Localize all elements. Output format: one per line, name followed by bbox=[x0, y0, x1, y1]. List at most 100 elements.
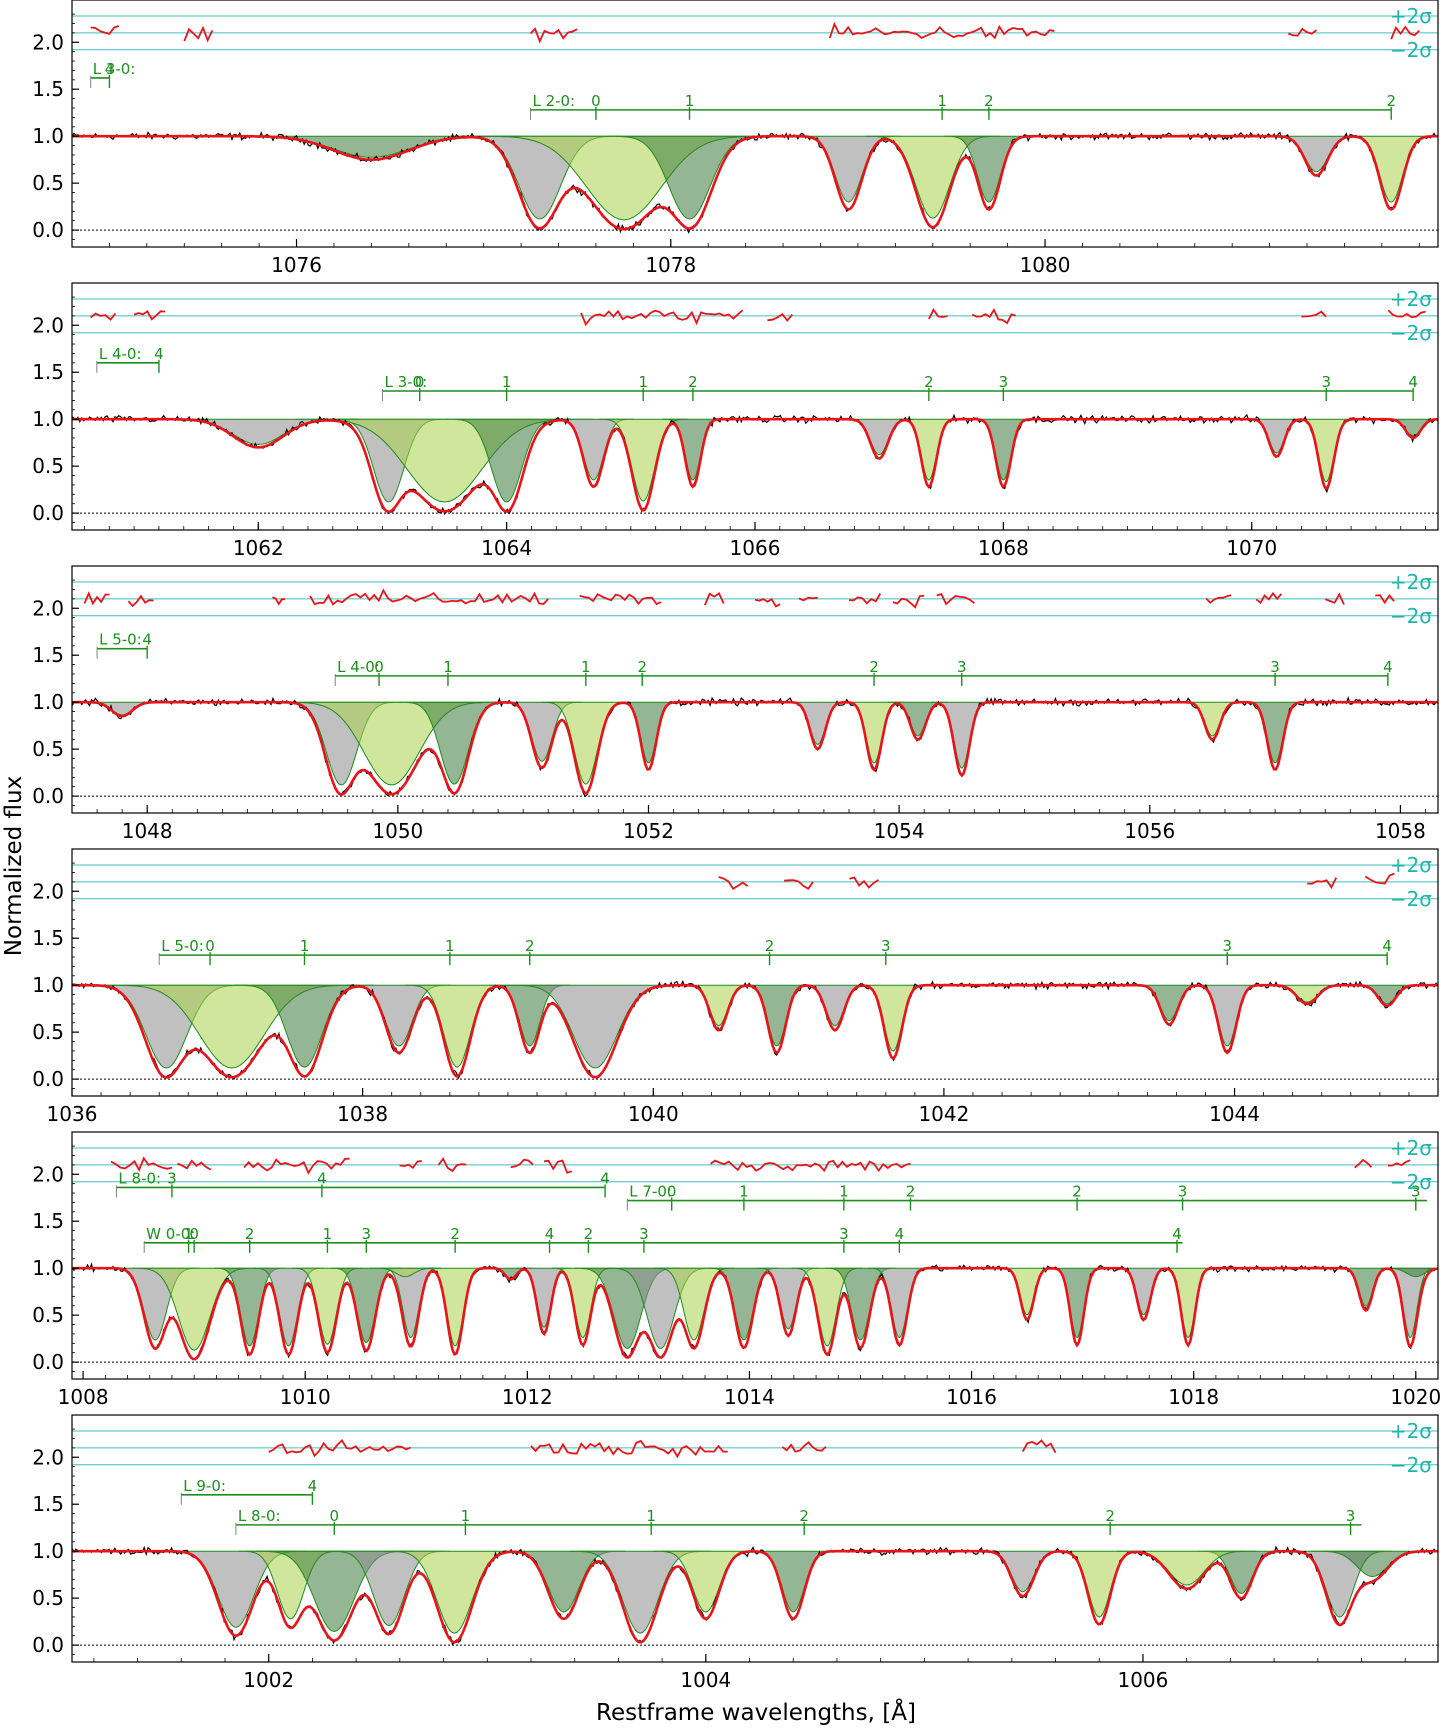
transition-level-label: 2 bbox=[906, 1183, 916, 1201]
y-tick-label: 1.0 bbox=[32, 1539, 64, 1563]
y-tick-label: 2.0 bbox=[32, 1445, 64, 1469]
residual-segment bbox=[1387, 1159, 1411, 1167]
residual-segment bbox=[1390, 25, 1420, 40]
residual-segment bbox=[1364, 872, 1395, 885]
component-profile bbox=[447, 418, 567, 503]
x-tick-label: 1002 bbox=[243, 1668, 294, 1692]
residual-segment bbox=[1375, 593, 1395, 605]
transition-level-label: 1 bbox=[685, 92, 695, 110]
spectrum-panel-2: L 4-0: 4 L 3-0:0 1 1 2 2 3 3 4 +2σ −2σ 0.0 0.5 1.0 1.5 2… bbox=[32, 282, 1439, 560]
x-tick-label: 1066 bbox=[730, 536, 781, 560]
residual-segment bbox=[798, 596, 818, 602]
sigma-plus-label: +2σ bbox=[1390, 287, 1432, 311]
y-tick-label: 0.0 bbox=[32, 218, 64, 242]
y-tick-label: 1.0 bbox=[32, 124, 64, 148]
y-tick-label: 1.5 bbox=[32, 77, 64, 101]
sigma-plus-label: +2σ bbox=[1390, 570, 1432, 594]
transition-level-label: 3 bbox=[957, 658, 967, 676]
transition-level-label: 2 bbox=[525, 937, 535, 955]
plot-area: L 9-0: 4 L 8-0: 0 1 1 2 2 3 bbox=[72, 1430, 1438, 1646]
spectrum-panel-6: L 9-0: 4 L 8-0: 0 1 1 2 2 3 +2σ −2σ 0.0 0.5 1.0 1.5 2.0… bbox=[32, 1414, 1439, 1692]
total-fit-profile bbox=[72, 134, 1438, 231]
x-tick-label: 1076 bbox=[271, 253, 322, 277]
panel-frame bbox=[71, 0, 1439, 248]
transition-level-label: 3 bbox=[999, 373, 1009, 391]
y-tick-label: 1.5 bbox=[32, 360, 64, 384]
residual-segment bbox=[177, 1159, 212, 1171]
transition-level-label: 4 bbox=[317, 1169, 327, 1187]
residual-segment bbox=[543, 1159, 573, 1174]
spectrum-panel-4: L 5-0: 0 1 1 2 2 3 3 4 +2σ −2σ 0.0 0.5 1.0 1.5 2.0 1036 1… bbox=[32, 848, 1439, 1126]
residual-segment bbox=[1255, 591, 1282, 605]
transition-level-label: 1 bbox=[461, 1507, 471, 1525]
x-tick-label: 1044 bbox=[1209, 1102, 1260, 1126]
residual-segment bbox=[133, 310, 166, 321]
transition-level-label: 1 bbox=[839, 1183, 849, 1201]
transition-level-label: 0 bbox=[329, 1507, 339, 1525]
y-tick-label: 0.5 bbox=[32, 1303, 64, 1327]
residual-segment bbox=[127, 594, 154, 608]
y-tick-label: 1.0 bbox=[32, 407, 64, 431]
panels-group: L 3-0:4L 2-0: 0 1 1 2 2+2σ−2σ0.00.51.01.52.01… bbox=[32, 0, 1440, 1692]
x-tick-label: 1068 bbox=[978, 536, 1029, 560]
y-tick-label: 0.5 bbox=[32, 1586, 64, 1610]
transition-series-label: W 0-0: bbox=[146, 1225, 195, 1243]
transition-level-label: 3 bbox=[1178, 1183, 1188, 1201]
residual-segment bbox=[848, 593, 882, 605]
transition-level-label: 2 bbox=[637, 658, 647, 676]
x-tick-label: 1070 bbox=[1226, 536, 1277, 560]
transition-level-label: 3 bbox=[1270, 658, 1280, 676]
component-profile bbox=[369, 1267, 441, 1278]
plot-area: L 3-0:4 L 2-0: 0 1 1 2 2 bbox=[72, 15, 1438, 234]
x-tick-label: 1050 bbox=[372, 819, 423, 843]
residual-segment bbox=[928, 308, 948, 320]
sigma-plus-label: +2σ bbox=[1390, 1419, 1432, 1443]
transition-level-label: 0 bbox=[205, 937, 215, 955]
transition-level-label: 0 bbox=[189, 1225, 199, 1243]
transition-level-label: 4 bbox=[1382, 937, 1392, 955]
transition-level-label: 4 bbox=[154, 345, 164, 363]
residual-segment bbox=[754, 597, 781, 608]
residual-segment bbox=[529, 27, 578, 44]
residual-segment bbox=[1324, 592, 1345, 605]
transition-level-label: 1 bbox=[300, 937, 310, 955]
transition-level-label: 0 bbox=[591, 92, 601, 110]
transition-level-label: 1 bbox=[638, 373, 648, 391]
residual-segment bbox=[437, 1157, 467, 1173]
residual-segment bbox=[971, 307, 1017, 325]
x-tick-label: 1054 bbox=[874, 819, 925, 843]
residual-segment bbox=[936, 593, 975, 606]
transition-level-label: 1 bbox=[739, 1183, 749, 1201]
total-fit-profile bbox=[72, 983, 1438, 1079]
x-tick-label: 1078 bbox=[645, 253, 696, 277]
sigma-minus-label: −2σ bbox=[1390, 604, 1432, 628]
observed-spectrum bbox=[72, 131, 1438, 234]
plot-area: L 8-0: 3 4 4L 7-0:0 1 1 2 2 3 3W 0-0:10 2 1 3 2 4 2 3 3 4 4 bbox=[72, 1147, 1438, 1363]
transition-level-label: 3 bbox=[839, 1225, 849, 1243]
spectrum-panel-3: L 5-0: 4L 4-0:0 1 1 2 2 3 3 4+2σ−2σ0.00.51.01.52… bbox=[32, 565, 1439, 843]
y-tick-label: 0.5 bbox=[32, 737, 64, 761]
transition-level-label: 3 bbox=[167, 1169, 177, 1187]
sigma-minus-label: −2σ bbox=[1390, 887, 1432, 911]
transition-level-label: 3 bbox=[639, 1225, 649, 1243]
transition-level-label: 2 bbox=[1386, 92, 1396, 110]
x-axis-label: Restframe wavelengths, [Å] bbox=[596, 1698, 916, 1726]
transition-series-label: L 4-0: bbox=[337, 658, 380, 676]
total-fit-profile bbox=[72, 417, 1438, 514]
transition-level-label: 3 bbox=[1223, 937, 1233, 955]
transition-level-label: 2 bbox=[1072, 1183, 1082, 1201]
y-tick-label: 1.5 bbox=[32, 1492, 64, 1516]
transition-level-label: 2 bbox=[450, 1225, 460, 1243]
residual-segment bbox=[1301, 310, 1327, 318]
sigma-plus-label: +2σ bbox=[1390, 853, 1432, 877]
y-tick-label: 1.0 bbox=[32, 973, 64, 997]
residual-segment bbox=[243, 1157, 350, 1175]
sigma-minus-label: −2σ bbox=[1390, 321, 1432, 345]
x-tick-label: 1020 bbox=[1390, 1385, 1440, 1409]
transition-level-label: 2 bbox=[1105, 1507, 1115, 1525]
transition-level-label: 4 bbox=[105, 60, 115, 78]
sigma-minus-label: −2σ bbox=[1390, 38, 1432, 62]
residual-segment bbox=[1354, 1158, 1373, 1169]
transition-level-label: 4 bbox=[895, 1225, 905, 1243]
